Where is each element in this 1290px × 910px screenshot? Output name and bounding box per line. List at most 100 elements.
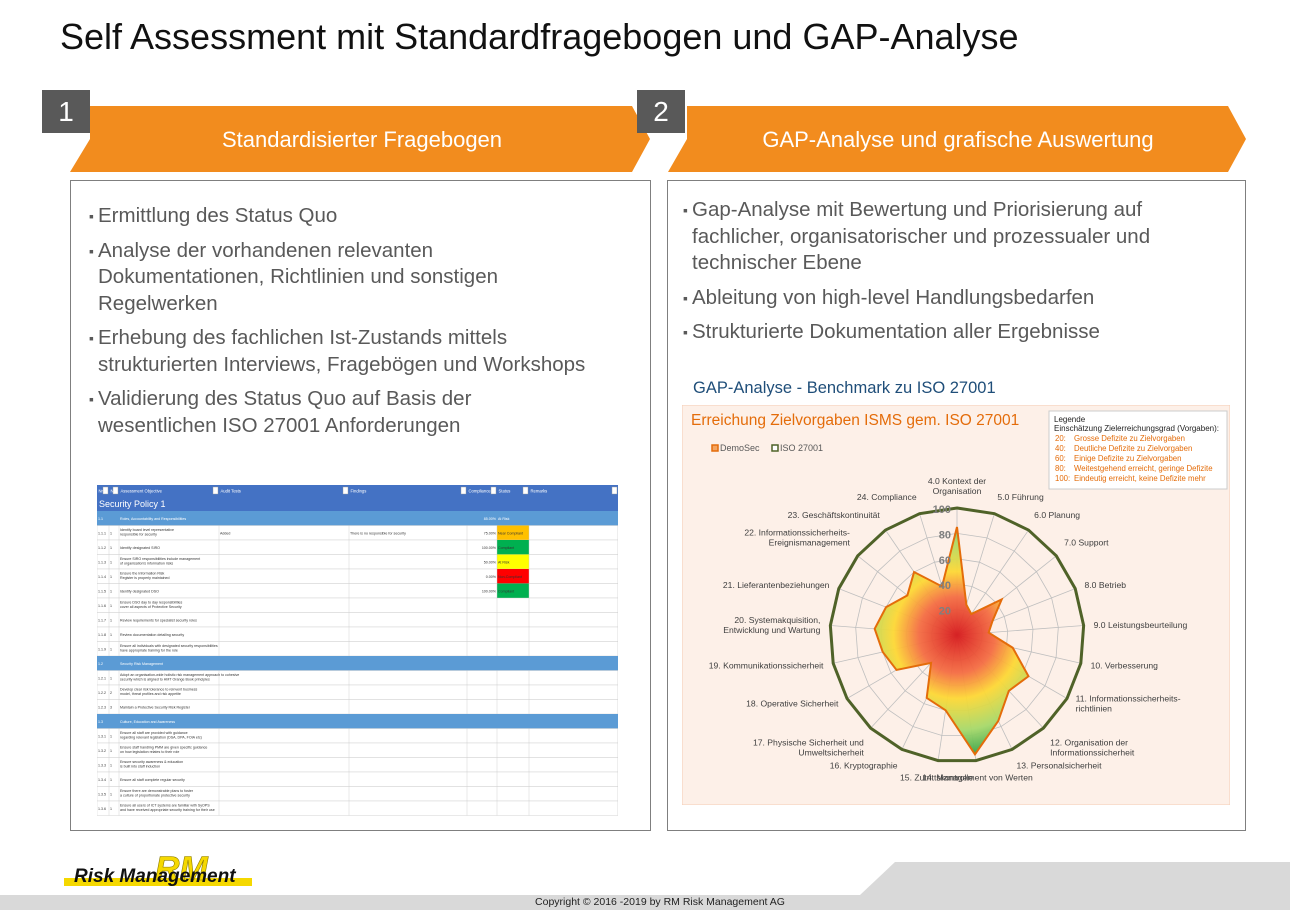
axis-label: 10. Verbesserung bbox=[1091, 660, 1159, 670]
table-cell: 3 bbox=[110, 706, 112, 710]
table-cell: 1 bbox=[110, 604, 112, 608]
table-cell: Roles, Accountability and Responsibiliti… bbox=[120, 517, 186, 521]
table-cell: 100.00% bbox=[482, 590, 497, 594]
filter-button bbox=[522, 486, 529, 495]
sheet-title-band bbox=[97, 496, 618, 511]
table-cell: 85.00% bbox=[484, 517, 497, 521]
axis-label: 5.0 Führung bbox=[997, 492, 1044, 502]
table-cell: 1 bbox=[110, 807, 112, 811]
footer-shape bbox=[860, 862, 1290, 895]
table-cell: 1.3.3 bbox=[98, 764, 106, 768]
chart-heading: GAP-Analyse - Benchmark zu ISO 27001 bbox=[693, 379, 996, 397]
logo-bar bbox=[64, 878, 252, 886]
table-row bbox=[97, 539, 618, 555]
copyright: Copyright © 2016 -2019 by RM Risk Manage… bbox=[535, 896, 785, 908]
table-row bbox=[97, 583, 618, 599]
column-header: Remarks bbox=[531, 489, 548, 494]
table-cell: 1.2.2 bbox=[98, 691, 106, 695]
grid-ring bbox=[855, 532, 1059, 736]
axis-label: 9.0 Leistungsbeurteilung bbox=[1094, 620, 1188, 630]
legend-swatch bbox=[771, 444, 779, 452]
table-cell: 2 bbox=[110, 691, 112, 695]
table-cell: 1.3.5 bbox=[98, 793, 106, 797]
column-header: Findings bbox=[351, 489, 367, 494]
table-cell: 1.1 bbox=[98, 517, 103, 521]
bullet-marker: ▪ bbox=[683, 324, 688, 340]
step-title: GAP-Analyse und grafische Auswertung bbox=[762, 127, 1154, 152]
bullet-text: Analyse der vorhandenen relevanten Dokum… bbox=[98, 238, 499, 315]
bullet: ▪ Erhebung des fachlichen Ist-Zustands mi… bbox=[89, 325, 592, 378]
table-cell: 1.1.6 bbox=[98, 604, 106, 608]
table-cell: 75.00% bbox=[484, 532, 497, 536]
bullet-text: Gap-Analyse mit Bewertung und Priorisier… bbox=[692, 198, 1151, 274]
table-cell: Compliant bbox=[498, 546, 514, 550]
table-cell: 1 bbox=[110, 793, 112, 797]
axis-label: 16. Kryptographie bbox=[830, 760, 898, 770]
bullet-text: Ableitung von high-level Handlungsbedarf… bbox=[692, 285, 1095, 309]
table-cell: Ensure staff handling PMM are given spec… bbox=[120, 746, 207, 755]
legend-code: 40: bbox=[1055, 444, 1066, 453]
table-cell: 1 bbox=[110, 778, 112, 782]
axis-label: 13. Personalsicherheit bbox=[1016, 760, 1102, 770]
footer-band bbox=[0, 895, 1290, 910]
bullet: ▪ Validierung des Status Quo auf Basis de… bbox=[89, 386, 592, 439]
table-cell: 1.3.6 bbox=[98, 807, 106, 811]
status-cell bbox=[497, 525, 529, 540]
bullet-marker: ▪ bbox=[89, 391, 94, 407]
legend-code: 100: bbox=[1055, 474, 1070, 483]
table-row bbox=[97, 800, 618, 816]
radial-tick-label: 40 bbox=[939, 580, 951, 592]
status-cell bbox=[497, 583, 529, 598]
table-cell: Ensure all staff are provided with guida… bbox=[120, 731, 202, 740]
table-cell: 1.1.5 bbox=[98, 590, 106, 594]
legend-subtitle: Einschätzung Zielerreichungsgrad (Vorgab… bbox=[1054, 424, 1219, 433]
table-cell: 1.1.3 bbox=[98, 561, 106, 565]
radial-tick-label: 60 bbox=[939, 555, 951, 567]
table-cell: Ensure all individuals with designated s… bbox=[120, 644, 218, 653]
axis-label: 18. Operative Sicherheit bbox=[746, 699, 839, 709]
bullet-marker: ▪ bbox=[89, 208, 94, 224]
table-cell: 1 bbox=[110, 561, 112, 565]
table-cell: 1 bbox=[110, 619, 112, 623]
table-header bbox=[97, 485, 618, 496]
table-cell: 1.1.4 bbox=[98, 575, 106, 579]
logo: RM Risk Management bbox=[64, 852, 252, 888]
table-cell: 1 bbox=[110, 546, 112, 550]
table-cell: 1 bbox=[110, 532, 112, 536]
filter-button bbox=[102, 486, 109, 495]
table-cell: Identify designated DSO bbox=[120, 590, 159, 594]
banner-arrow bbox=[668, 106, 1246, 172]
logo-text: Risk Management bbox=[74, 866, 236, 887]
sheet-title: Security Policy 1 bbox=[99, 499, 166, 509]
chart-title: Erreichung Zielvorgaben ISMS gem. ISO 27… bbox=[691, 412, 1019, 429]
axis-label: 21. Lieferantenbeziehungen bbox=[723, 580, 830, 590]
table-cell: Identify board level representative respo… bbox=[120, 528, 174, 537]
table-cell: Ensure all users of ICT systems are fami… bbox=[120, 804, 215, 813]
legend-label: DemoSec bbox=[720, 443, 760, 453]
column-header: Status bbox=[499, 489, 511, 494]
status-cell bbox=[497, 554, 529, 569]
filter-button bbox=[490, 486, 497, 495]
radial-tick-label: 100 bbox=[933, 504, 951, 516]
table-cell: Compliant bbox=[498, 590, 514, 594]
legend-code: 20: bbox=[1055, 434, 1066, 443]
bullet-text: Validierung des Status Quo auf Basis der… bbox=[98, 387, 472, 437]
table-cell: Maintain a Protective Security Risk Regi… bbox=[120, 706, 191, 710]
legend-text: Grosse Defizite zu Zielvorgaben bbox=[1074, 434, 1185, 443]
filter-button bbox=[112, 486, 119, 495]
bullet: ▪ Analyse der vorhandenen relevanten Doku… bbox=[89, 238, 592, 318]
table-cell: 1.3.1 bbox=[98, 735, 106, 739]
bullet-list: ▪ Gap-Analyse mit Bewertung und Priorisie… bbox=[683, 197, 1231, 354]
axis-label: 15. Zutrittskontrolle bbox=[900, 772, 973, 782]
column-header: Assessment Objective bbox=[121, 489, 163, 494]
axis-label: 12. Organisation der Informationssicherhe… bbox=[1050, 737, 1135, 757]
table-row bbox=[97, 568, 618, 584]
filter-button bbox=[212, 486, 219, 495]
bullet: ▪ Strukturierte Dokumentation aller Ergeb… bbox=[683, 319, 1231, 346]
section-row bbox=[97, 511, 618, 526]
series-area bbox=[873, 526, 1030, 757]
filter-button bbox=[611, 486, 618, 495]
table-cell: Non-Compliant bbox=[498, 575, 522, 579]
table-cell: 1 bbox=[110, 633, 112, 637]
table-cell: 1.1.8 bbox=[98, 633, 106, 637]
